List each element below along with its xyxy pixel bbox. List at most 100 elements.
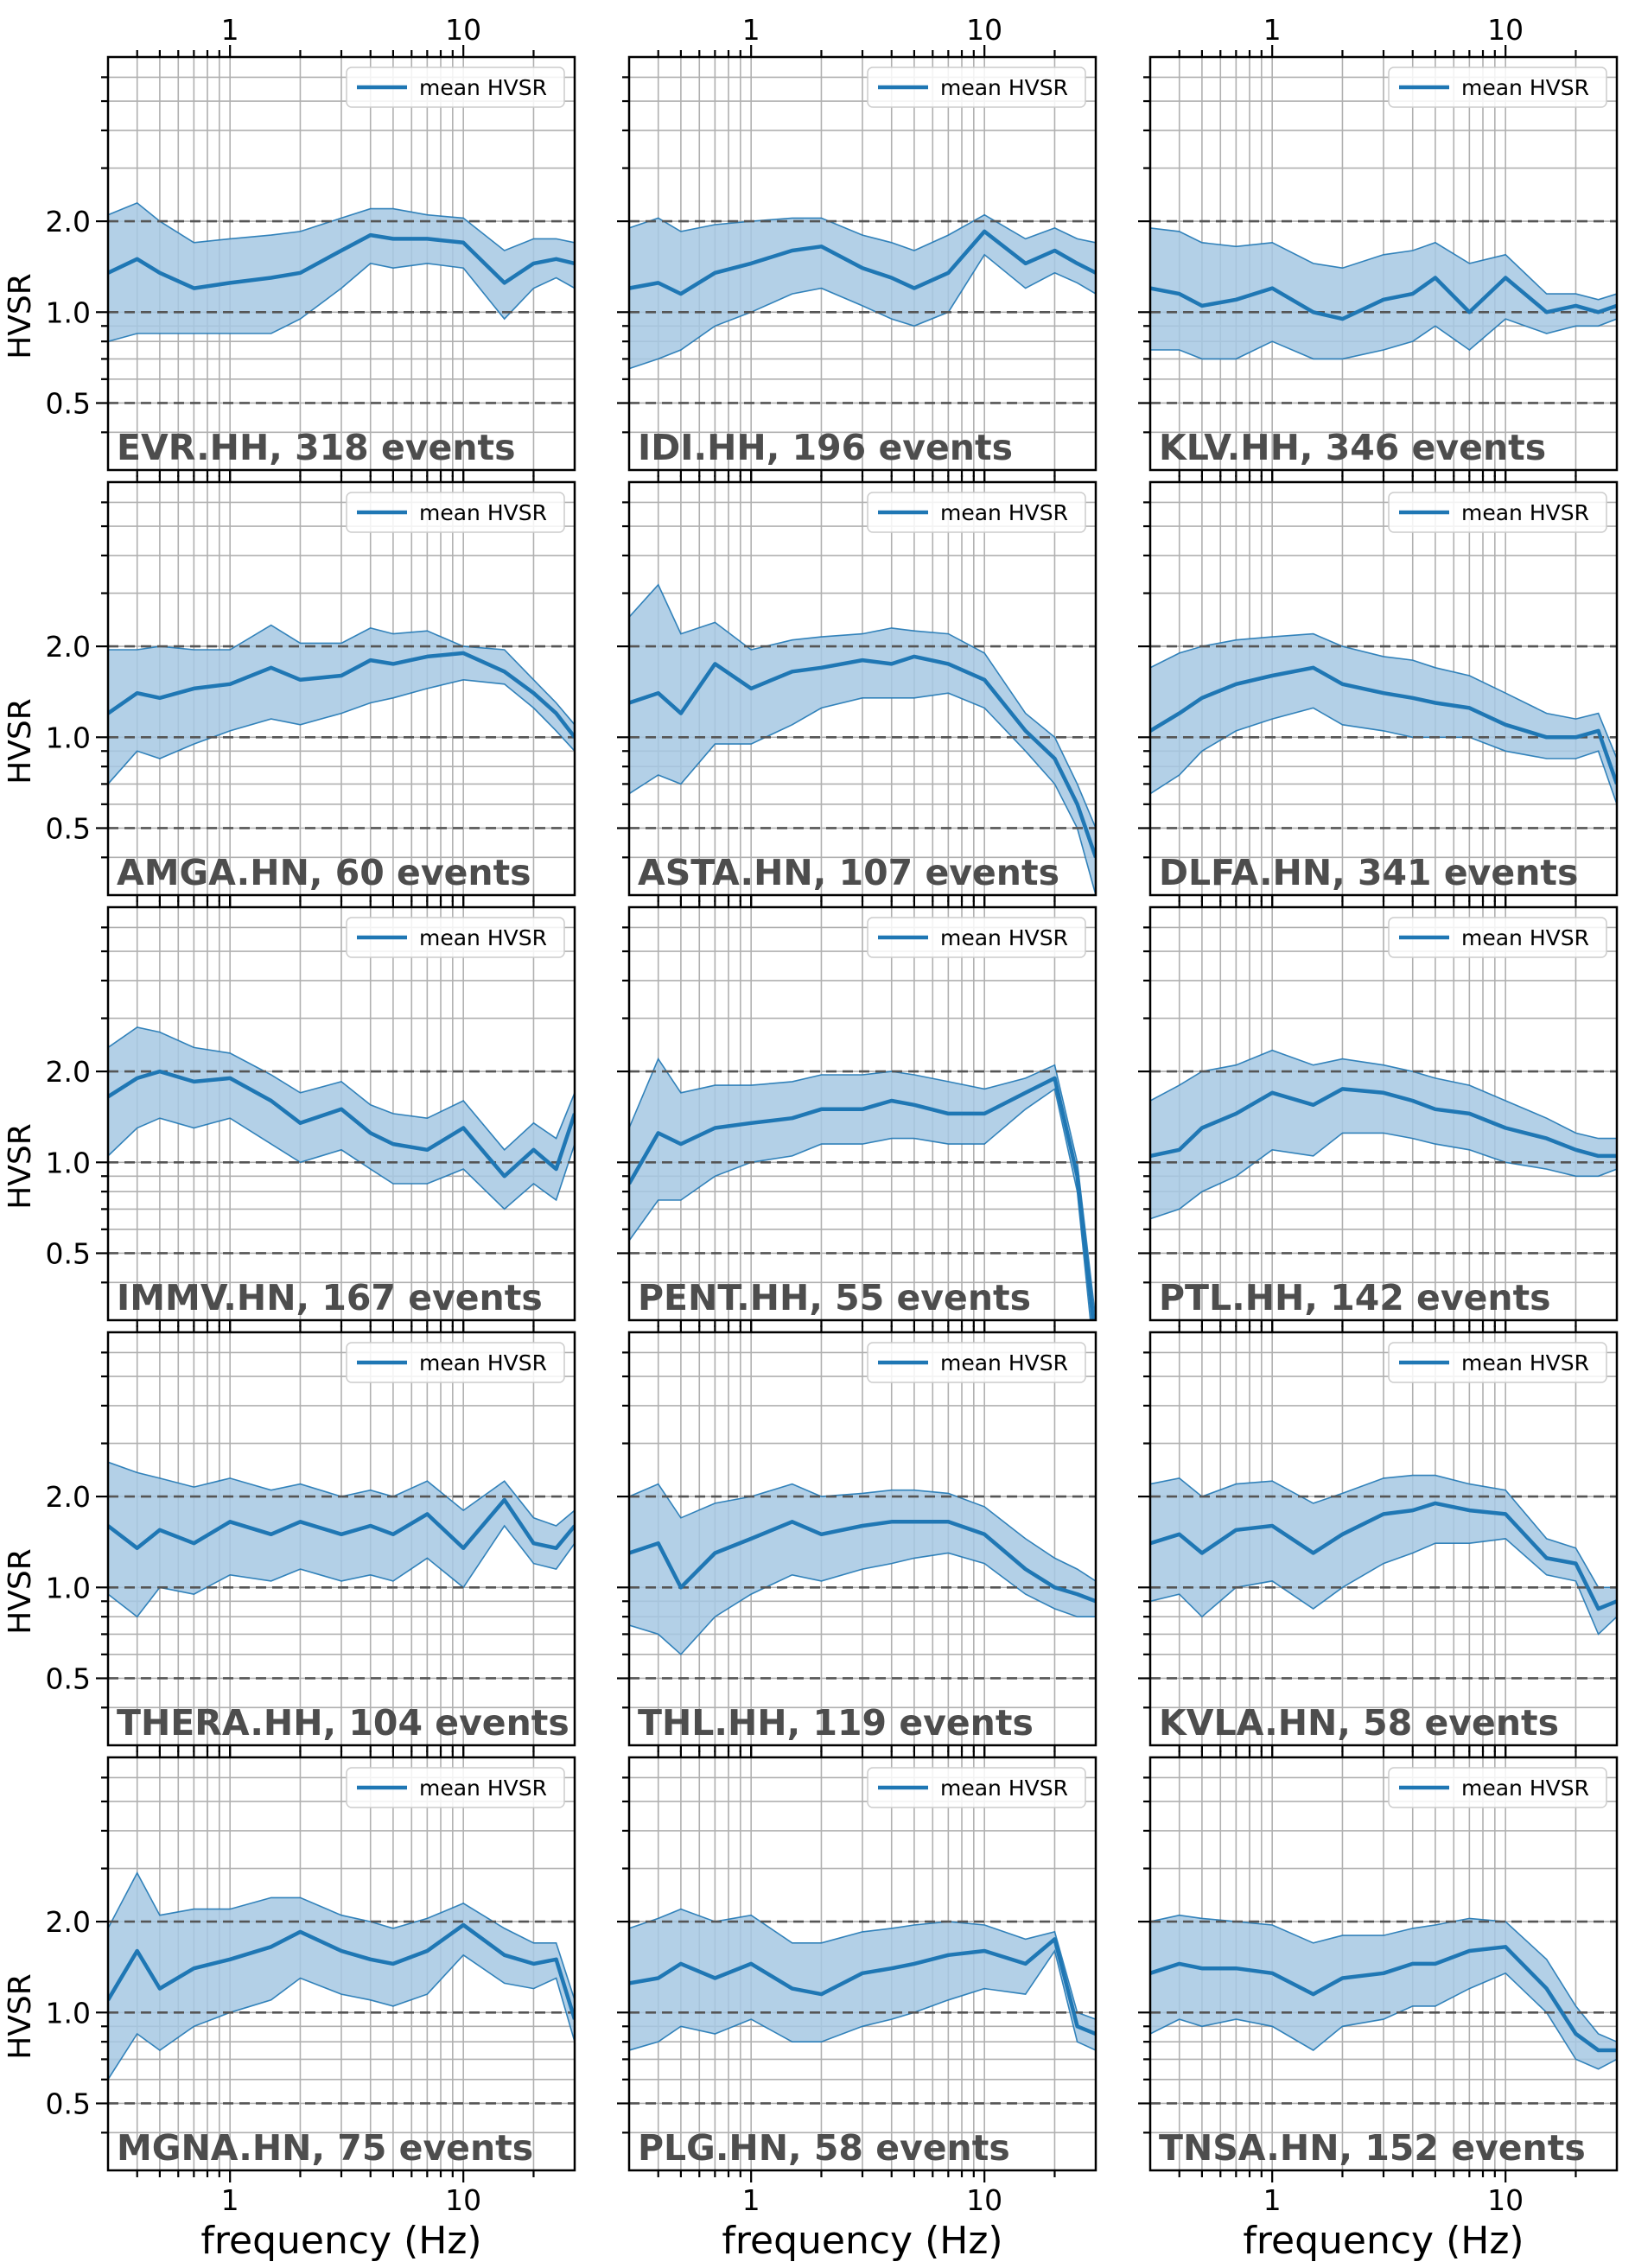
legend-label: mean HVSR	[940, 1350, 1068, 1375]
legend-box	[346, 67, 565, 108]
legend-box	[346, 1767, 565, 1808]
legend-box	[1388, 1767, 1607, 1808]
std-band	[1150, 1049, 1617, 1220]
plot-area	[629, 1332, 1096, 1745]
legend-label: mean HVSR	[419, 1350, 547, 1375]
plot-area	[1150, 907, 1617, 1320]
panel-5: mean HVSR ASTA.HN, 107 events	[617, 470, 1097, 907]
legend-label: mean HVSR	[419, 1776, 547, 1801]
mean-hvsr-line	[1150, 276, 1617, 321]
station-label: MGNA.HN, 75 events	[117, 2127, 533, 2169]
y-tick-label: 1.0	[46, 1996, 91, 2030]
station-label: IDI.HH, 196 events	[638, 427, 1013, 468]
station-label: KLV.HH, 346 events	[1159, 427, 1546, 468]
std-band	[1150, 227, 1617, 360]
station-label: EVR.HH, 318 events	[117, 427, 516, 468]
mean-hvsr-line	[108, 232, 575, 290]
plot-area	[629, 482, 1096, 895]
panel-8: mean HVSR PENT.HH, 55 events	[617, 895, 1097, 1332]
x-tick-label-top: 10	[1487, 13, 1524, 47]
legend-box	[1388, 917, 1607, 958]
mean-hvsr-line	[108, 1922, 575, 2020]
panel-6: mean HVSR DLFA.HN, 341 events	[1138, 470, 1619, 907]
x-axis-label: frequency (Hz)	[722, 2219, 1002, 2263]
mean-hvsr-line	[629, 229, 1096, 296]
y-tick-label: 2.0	[46, 1055, 91, 1089]
legend-box	[867, 67, 1086, 108]
legend-box	[867, 917, 1086, 958]
x-tick-label-bottom: 10	[966, 2183, 1002, 2217]
station-label: ASTA.HN, 107 events	[638, 852, 1059, 893]
station-label: PTL.HH, 142 events	[1159, 1277, 1551, 1318]
plot-area	[1150, 1332, 1617, 1745]
plot-area	[108, 1332, 575, 1745]
panel-1: 0.5 1.0 2.0 HVSR 1 10 mean HVSR EVR.HH, 318 eve…	[3, 13, 576, 482]
std-band	[108, 201, 575, 343]
legend-label: mean HVSR	[940, 500, 1068, 525]
plot-area	[629, 57, 1096, 470]
legend-box	[1388, 492, 1607, 533]
std-band	[629, 1908, 1096, 2051]
x-tick-label-top: 1	[742, 13, 760, 47]
station-label: IMMV.HN, 167 events	[117, 1277, 543, 1318]
legend-label: mean HVSR	[419, 75, 547, 100]
y-axis-label: HVSR	[3, 273, 38, 359]
y-tick-label: 0.5	[46, 1236, 91, 1270]
station-label: DLFA.HN, 341 events	[1159, 852, 1578, 893]
legend-box	[346, 492, 565, 533]
legend-label: mean HVSR	[1461, 1350, 1589, 1375]
station-label: TNSA.HN, 152 events	[1159, 2127, 1586, 2169]
std-band	[108, 1026, 575, 1210]
legend-label: mean HVSR	[419, 500, 547, 525]
x-tick-label-top: 1	[221, 13, 239, 47]
legend-box	[1388, 67, 1607, 108]
mean-hvsr-line	[108, 1497, 575, 1551]
legend-label: mean HVSR	[940, 75, 1068, 100]
plot-area	[108, 482, 575, 895]
x-tick-label-bottom: 1	[1263, 2183, 1282, 2217]
station-label: THL.HH, 119 events	[638, 1702, 1034, 1744]
y-tick-label: 2.0	[46, 1480, 91, 1514]
mean-hvsr-line	[108, 651, 575, 739]
x-tick-label-bottom: 10	[1487, 2183, 1524, 2217]
std-band	[108, 1871, 575, 2081]
y-tick-label: 0.5	[46, 2087, 91, 2120]
legend-box	[346, 917, 565, 958]
plot-area	[108, 57, 575, 470]
y-axis-label: HVSR	[3, 1123, 38, 1210]
y-tick-label: 0.5	[46, 386, 91, 420]
plot-area	[108, 907, 575, 1320]
y-tick-label: 2.0	[46, 205, 91, 238]
station-label: KVLA.HN, 58 events	[1159, 1702, 1559, 1744]
x-axis-label: frequency (Hz)	[1243, 2219, 1524, 2263]
y-axis-label: HVSR	[3, 1973, 38, 2060]
plot-area	[1150, 57, 1617, 470]
mean-hvsr-line	[629, 1937, 1096, 2036]
std-band	[1150, 1914, 1617, 2070]
y-axis-label: HVSR	[3, 698, 38, 785]
y-axis-label: HVSR	[3, 1548, 38, 1635]
x-axis-label: frequency (Hz)	[200, 2219, 481, 2263]
x-tick-label-top: 10	[966, 13, 1002, 47]
std-band	[108, 624, 575, 785]
x-tick-label-top: 10	[445, 13, 481, 47]
std-band	[108, 1461, 575, 1618]
legend-label: mean HVSR	[419, 925, 547, 950]
x-tick-label-top: 1	[1263, 13, 1282, 47]
plot-area	[629, 907, 1096, 1320]
mean-hvsr-line	[629, 654, 1096, 859]
mean-hvsr-line	[1150, 1087, 1617, 1159]
panel-3: 1 10 mean HVSR KLV.HH, 346 events	[1138, 13, 1619, 482]
panel-11: mean HVSR THL.HH, 119 events	[617, 1320, 1097, 1757]
plot-area	[629, 1757, 1096, 2170]
station-label: AMGA.HN, 60 events	[117, 852, 531, 893]
panel-9: mean HVSR PTL.HH, 142 events	[1138, 895, 1619, 1332]
legend-box	[867, 1767, 1086, 1808]
y-tick-label: 0.5	[46, 1661, 91, 1695]
y-tick-label: 1.0	[46, 295, 91, 329]
mean-hvsr-line	[108, 1069, 575, 1178]
